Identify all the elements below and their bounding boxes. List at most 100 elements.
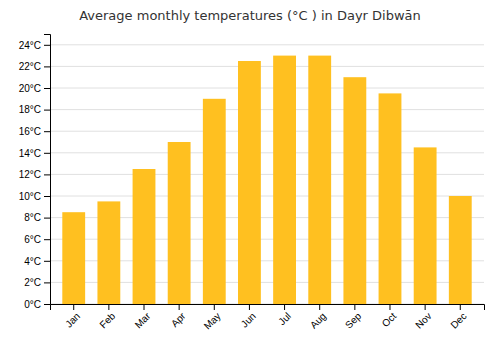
grid-line	[50, 66, 484, 67]
y-tick: 22°C	[19, 61, 50, 72]
x-tick-mark	[249, 304, 250, 310]
bar	[273, 56, 296, 304]
x-tick: Nov	[413, 304, 433, 331]
y-tick-mark	[44, 239, 50, 240]
bar	[97, 201, 120, 304]
y-tick-label: 8°C	[24, 212, 41, 223]
y-tick-mark	[44, 153, 50, 154]
y-tick-label: 12°C	[19, 169, 41, 180]
x-tick: Jun	[239, 304, 258, 330]
bars	[62, 56, 471, 304]
y-tick-label: 4°C	[24, 256, 41, 267]
x-tick-mark	[284, 304, 285, 310]
x-tick: Mar	[133, 304, 153, 330]
y-tick-mark	[44, 88, 50, 89]
y-tick-label: 16°C	[19, 126, 41, 137]
x-tick-mark	[460, 304, 461, 310]
x-tick-label: Apr	[169, 310, 188, 329]
title: Average monthly temperatures (°C ) in Da…	[79, 8, 421, 23]
y-tick-mark	[44, 282, 50, 283]
y-tick-mark	[44, 66, 50, 67]
x-tick-label: Mar	[133, 310, 153, 330]
grid-line	[50, 44, 484, 45]
x-tick-mark	[73, 304, 74, 310]
x-tick-mark	[179, 304, 180, 310]
x-tick: Dec	[448, 304, 468, 331]
y-tick-mark	[44, 45, 50, 46]
y-tick-label: 18°C	[19, 104, 41, 115]
bar	[414, 147, 437, 304]
x-tick: Oct	[380, 304, 399, 329]
bar	[133, 169, 156, 304]
x-tick: Aug	[308, 304, 328, 331]
y-tick-mark	[44, 218, 50, 219]
x-axis: Jan Feb Mar Apr May Jun Jul Aug Sep Oct Nov Dec	[51, 304, 485, 332]
x-tick-label: May	[202, 310, 223, 331]
y-tick-label: 14°C	[19, 148, 41, 159]
x-axis-line	[51, 305, 485, 311]
y-tick-mark	[44, 261, 50, 262]
y-tick: 8°C	[24, 212, 50, 223]
y-tick-label: 2°C	[24, 277, 41, 288]
x-tick: Jan	[63, 304, 82, 330]
x-tick-mark	[319, 304, 320, 310]
x-tick-label: Nov	[413, 310, 433, 330]
grid-line	[50, 131, 484, 132]
x-tick-mark	[425, 304, 426, 310]
y-tick-mark	[44, 131, 50, 132]
y-tick: 4°C	[24, 256, 50, 267]
y-tick: 2°C	[24, 277, 50, 288]
y-tick-mark	[44, 110, 50, 111]
bar	[62, 212, 85, 304]
x-tick-label: Jul	[276, 310, 293, 327]
y-tick-mark	[44, 174, 50, 175]
grid-line	[50, 109, 484, 110]
x-tick-label: Jan	[63, 310, 82, 329]
y-tick: 10°C	[19, 191, 50, 202]
x-tick-label: Sep	[343, 310, 364, 331]
bar	[449, 196, 472, 304]
y-tick: 24°C	[19, 40, 50, 51]
y-tick-label: 10°C	[19, 191, 41, 202]
y-tick: 6°C	[24, 234, 50, 245]
y-tick-label: 22°C	[19, 61, 41, 72]
grid	[50, 45, 484, 304]
bar	[308, 56, 331, 304]
x-tick-mark	[214, 304, 215, 310]
y-tick-label: 24°C	[19, 40, 41, 51]
x-tick-label: Oct	[380, 310, 399, 329]
x-tick: Feb	[97, 304, 117, 330]
bar	[238, 61, 261, 304]
bar	[379, 93, 402, 304]
y-tick-mark	[44, 304, 50, 305]
grid-line	[50, 88, 484, 89]
y-tick-label: 20°C	[19, 83, 41, 94]
y-tick-mark	[44, 196, 50, 197]
y-tick: 20°C	[19, 83, 50, 94]
plot: 0°C 2°C 4°C 6°C 8°C 10°C 12°C 14°C 16°C 18°C 20°C 2…	[19, 35, 485, 332]
y-tick: 0°C	[24, 299, 50, 310]
x-tick: Sep	[343, 304, 364, 331]
y-tick: 18°C	[19, 104, 50, 115]
x-tick-label: Jun	[239, 310, 258, 329]
x-tick-mark	[354, 304, 355, 310]
bar	[168, 142, 191, 304]
y-tick-label: 6°C	[24, 234, 41, 245]
x-tick-label: Dec	[448, 310, 468, 330]
x-tick-mark	[144, 304, 145, 310]
y-axis-line	[44, 35, 51, 305]
y-tick-label: 0°C	[24, 299, 41, 310]
x-tick: Jul	[276, 304, 293, 327]
x-tick-mark	[389, 304, 390, 310]
x-tick-label: Aug	[308, 310, 328, 330]
bar	[343, 77, 366, 304]
x-tick-label: Feb	[97, 310, 117, 330]
y-tick: 12°C	[19, 169, 50, 180]
y-tick: 14°C	[19, 148, 50, 159]
y-tick: 16°C	[19, 126, 50, 137]
chart-svg: 0°C 2°C 4°C 6°C 8°C 10°C 12°C 14°C 16°C 18°C 20°C 2…	[0, 0, 500, 350]
x-tick-mark	[108, 304, 109, 310]
chart-container: 0°C 2°C 4°C 6°C 8°C 10°C 12°C 14°C 16°C 18°C 20°C 2…	[0, 0, 500, 350]
x-tick: May	[202, 304, 223, 332]
bar	[203, 99, 226, 304]
